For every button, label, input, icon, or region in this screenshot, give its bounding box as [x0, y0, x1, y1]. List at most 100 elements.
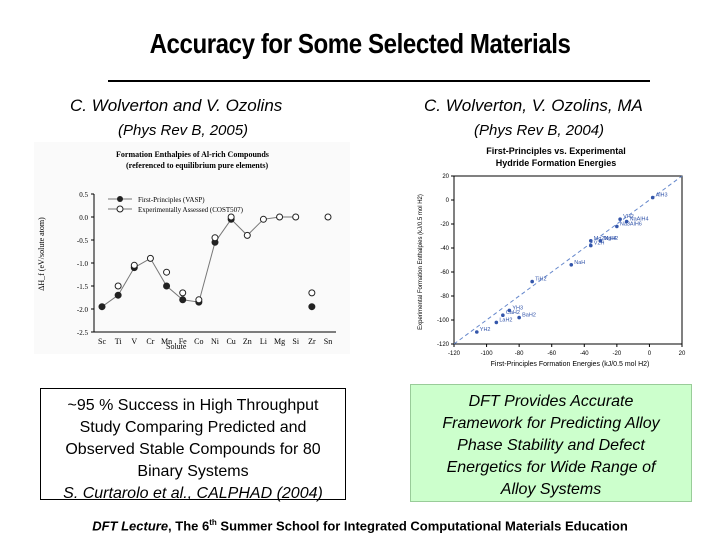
experimental-point	[243, 231, 251, 239]
dft-framework-box: DFT Provides Accurate Framework for Pred…	[410, 384, 692, 502]
hydride-point	[598, 239, 603, 243]
first-principles-point	[308, 303, 316, 311]
left-y-tick-label: 0.0	[79, 214, 88, 222]
first-principles-point	[179, 296, 187, 304]
left-x-tick-label: Cu	[226, 337, 235, 346]
hydride-point	[507, 308, 512, 313]
hydride-point	[589, 239, 593, 243]
left-chart-axes: 0.5 0.0 -0.5 -1.0 -1.5 -2.0 -2.5 Sc Ti V Cr Mn Fe Co N…	[77, 191, 336, 346]
left-x-tick-label: Sn	[324, 337, 332, 346]
right-y-tick-label: -80	[440, 294, 449, 300]
left-x-tick-label: Li	[260, 337, 268, 346]
left-x-tick-label: Ni	[211, 337, 220, 346]
hydride-point	[615, 224, 619, 229]
experimental-point	[195, 296, 203, 304]
experimental-point	[179, 289, 187, 297]
experimental-point	[130, 261, 138, 269]
left-x-tick-label: Si	[292, 337, 299, 346]
experimental-point	[163, 268, 171, 276]
hydride-label: Na3AlH6	[620, 221, 642, 227]
box-left-line-3: Observed Stable Compounds for 80	[65, 441, 321, 458]
left-x-tick-label: V	[131, 337, 137, 346]
experimental-point	[308, 289, 316, 297]
hydride-label: MgH2	[604, 236, 619, 242]
right-y-tick-label: -20	[440, 222, 449, 228]
right-x-tick-label: -80	[515, 351, 524, 357]
left-author: C. Wolverton and V. Ozolins	[70, 96, 283, 115]
legend-label-fp: First-Principles (VASP)	[138, 196, 205, 204]
right-plot-frame	[453, 175, 683, 345]
hydride-label: Mg2NiH4	[594, 236, 617, 242]
footer-lecture-name: DFT Lecture	[92, 518, 169, 534]
first-principles-point	[163, 282, 171, 290]
box-left-line-4: Binary Systems	[137, 463, 249, 480]
right-author: C. Wolverton, V. Ozolins, MA	[424, 96, 643, 115]
right-x-tick-label: 20	[679, 351, 686, 357]
left-chart-panel: Formation Enthalpies of Al-rich Compound…	[34, 142, 350, 354]
first-principles-point	[98, 303, 106, 311]
formation-enthalpy-chart: Formation Enthalpies of Al-rich Compound…	[34, 142, 350, 354]
experimental-point	[211, 234, 219, 242]
right-x-tick-label: -120	[448, 351, 461, 357]
hydride-label: NaAlH4	[630, 217, 649, 223]
experimental-point	[114, 282, 122, 290]
left-y-tick-label: 0.5	[79, 191, 88, 199]
box-left-citation: S. Curtarolo et al., CALPHAD (2004)	[63, 485, 323, 502]
hydride-point	[517, 315, 521, 320]
hydride-label: NaH	[574, 260, 585, 266]
hydride-label: YH3	[512, 305, 523, 311]
left-chart-ylabel: ΔH_f (eV/solute atom)	[37, 217, 46, 291]
experimental-point	[276, 213, 284, 221]
right-chart-panel: First-Principles vs. Experimental Hydrid…	[410, 142, 692, 370]
right-x-tick-label: -60	[547, 351, 556, 357]
right-y-tick-label: -60	[440, 270, 449, 276]
hydride-label: AlH3	[656, 193, 668, 199]
right-x-tick-label: -20	[613, 351, 622, 357]
footer-part-2: , The 6	[168, 518, 210, 534]
left-y-tick-label: -0.5	[77, 237, 89, 245]
right-y-tick-label: -40	[440, 246, 449, 252]
left-y-tick-label: -2.5	[77, 329, 89, 337]
right-chart-title: First-Principles vs. Experimental	[486, 146, 626, 156]
hydride-label: CaH2	[506, 310, 520, 316]
title-underline	[108, 80, 650, 82]
left-x-tick-label: Mg	[274, 337, 285, 346]
hydride-label: VH2	[623, 214, 634, 220]
hydride-point	[475, 330, 479, 334]
hydride-label: BaH2	[522, 313, 536, 319]
legend-marker-fp	[117, 196, 123, 202]
left-x-tick-label: Zn	[243, 337, 252, 346]
experimental-point	[146, 254, 154, 262]
right-y-tick-label: 20	[442, 174, 449, 180]
right-y-tick-label: -120	[437, 342, 450, 348]
right-y-tick-label: 0	[446, 198, 450, 204]
left-chart-xlabel: Solute	[166, 342, 187, 351]
right-chart-ylabel: Experimental Formation Enthalpies (kJ/0.…	[418, 194, 424, 330]
legend-marker-exp	[116, 205, 124, 213]
left-x-tick-label: Co	[194, 337, 203, 346]
hydride-point	[569, 263, 574, 267]
box-left-line-2: Study Comparing Predicted and	[79, 419, 307, 436]
hydride-point	[624, 219, 629, 224]
hydride-point	[589, 243, 593, 248]
hydride-label: TiH2	[535, 277, 546, 283]
left-x-tick-label: Zr	[308, 337, 316, 346]
hydride-formation-chart: First-Principles vs. Experimental Hydrid…	[410, 142, 692, 370]
left-chart-legend: First-Principles (VASP) Experimentally As…	[108, 196, 244, 214]
box-right-line-1: DFT Provides Accurate	[468, 393, 634, 410]
left-y-tick-label: -1.5	[77, 283, 89, 291]
right-x-tick-label: -40	[580, 351, 589, 357]
experimental-point	[259, 215, 267, 223]
first-principles-point	[114, 291, 122, 299]
experimental-point	[227, 213, 235, 221]
left-x-tick-label: Mn	[161, 337, 172, 346]
left-x-tick-label: Ti	[115, 337, 123, 346]
right-x-tick-label: 0	[648, 351, 652, 357]
hydride-point	[530, 279, 534, 284]
right-chart-axes: -120 -100 -80 -60 -40 -20 0 20 20 0 -20 -40 -60 -80 -1…	[437, 174, 686, 357]
box-right-line-4: Energetics for Wide Range of	[446, 459, 656, 476]
footer-superscript: th	[209, 518, 217, 527]
left-chart-title: Formation Enthalpies of Al-rich Compound…	[116, 150, 269, 159]
left-chart-subtitle: (referenced to equilibrium pure elements…	[126, 161, 269, 170]
